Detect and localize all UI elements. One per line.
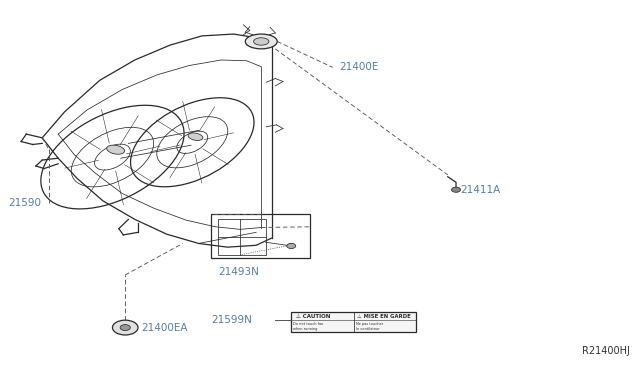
Circle shape — [120, 325, 131, 331]
Text: ⚠ CAUTION: ⚠ CAUTION — [296, 314, 331, 319]
Text: 21493N: 21493N — [218, 267, 259, 277]
Ellipse shape — [245, 34, 277, 49]
Ellipse shape — [253, 38, 269, 45]
Circle shape — [113, 320, 138, 335]
Text: 21590: 21590 — [8, 198, 42, 208]
Ellipse shape — [188, 133, 203, 141]
Text: R21400HJ: R21400HJ — [582, 346, 630, 356]
Text: ⚠ MISE EN GARDE: ⚠ MISE EN GARDE — [357, 314, 411, 319]
Ellipse shape — [107, 145, 125, 154]
Text: 21400E: 21400E — [339, 62, 378, 73]
Text: 21400EA: 21400EA — [141, 323, 188, 333]
Text: 21411A: 21411A — [461, 185, 500, 195]
Bar — [291, 312, 416, 333]
Text: 21599N: 21599N — [211, 315, 252, 325]
Circle shape — [452, 187, 461, 192]
Bar — [211, 214, 310, 258]
Text: Do not touch fan
when running: Do not touch fan when running — [293, 322, 323, 331]
Circle shape — [287, 243, 296, 248]
Bar — [218, 219, 266, 254]
Text: Ne pas toucher
le ventilateur: Ne pas toucher le ventilateur — [356, 322, 383, 331]
